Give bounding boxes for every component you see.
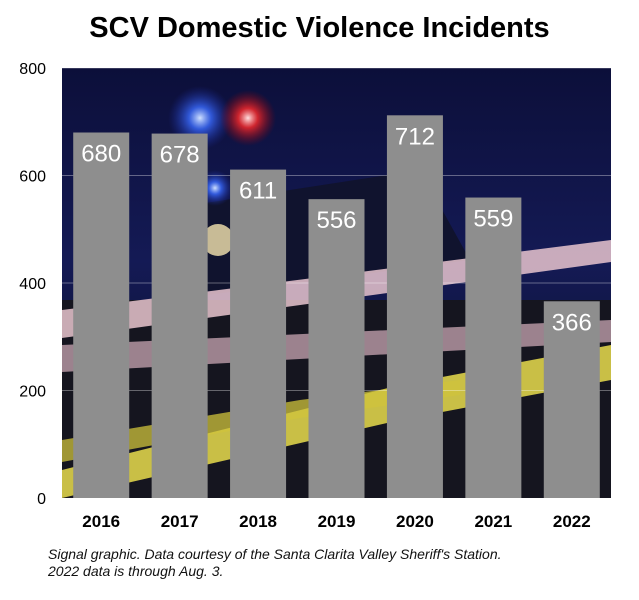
x-tick-label-2018: 2018 [239,512,277,531]
bar-2021 [465,197,522,498]
data-label-2019: 556 [316,207,356,234]
bar-2022 [543,301,600,498]
data-label-2022: 366 [552,309,592,336]
x-tick-label-2021: 2021 [474,512,512,531]
data-label-2018: 611 [239,178,277,205]
data-label-2021: 559 [473,206,513,233]
bars: 680 678 611 556 712 559 366 [73,115,600,499]
bar-2018 [230,169,287,498]
bar-2019 [308,199,365,498]
footnote-line-2: 2022 data is through Aug. 3. [48,563,224,579]
x-tick-label-2017: 2017 [161,512,199,531]
data-label-2017: 678 [160,142,200,169]
data-label-2016: 680 [81,141,121,168]
y-tick-label: 800 [19,61,46,78]
y-axis-ticks: 0 200 400 600 800 [19,61,46,508]
x-tick-label-2016: 2016 [82,512,120,531]
data-label-2020: 712 [395,123,435,150]
chart-footnote: Signal graphic. Data courtesy of the San… [48,546,628,580]
y-tick-label: 200 [19,384,46,401]
x-tick-label-2022: 2022 [553,512,591,531]
y-tick-label: 400 [19,276,46,293]
bar-2016 [73,132,130,498]
chart-title: SCV Domestic Violence Incidents [89,12,550,44]
footnote-line-1: Signal graphic. Data courtesy of the San… [48,546,502,562]
y-tick-label: 0 [37,491,46,508]
x-axis-labels: 2016 2017 2018 2019 2020 2021 2022 [82,512,590,531]
x-tick-label-2019: 2019 [318,512,356,531]
x-tick-label-2020: 2020 [396,512,434,531]
bar-2020 [386,115,443,499]
y-tick-label: 600 [19,169,46,186]
bar-2017 [151,133,208,498]
